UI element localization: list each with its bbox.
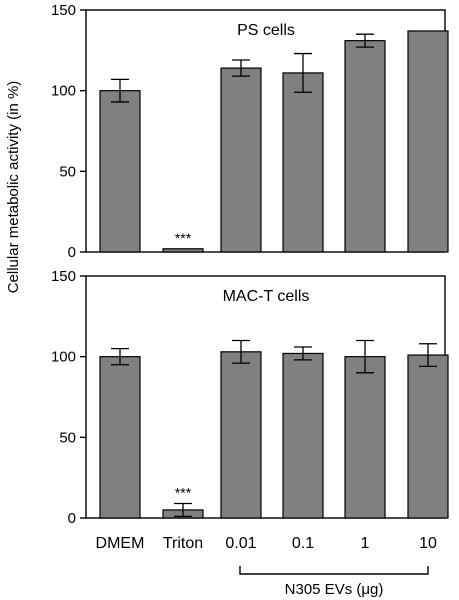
y-tick-label: 0 <box>68 510 76 527</box>
group-label: N305 EVs (μg) <box>285 581 384 598</box>
error-bar <box>294 52 312 93</box>
group-bracket: N305 EVs (μg) <box>239 566 429 598</box>
bar <box>344 40 386 253</box>
y-tick-label: 50 <box>59 429 76 446</box>
y-tick-label: 50 <box>59 163 76 180</box>
x-tick-label: 0.1 <box>292 535 314 552</box>
error-bar <box>232 339 250 364</box>
bar <box>282 72 324 253</box>
chart-title: PS cells <box>237 22 295 39</box>
error-bar <box>356 339 374 374</box>
x-tick-label: Triton <box>163 535 203 552</box>
x-tick-label: 10 <box>419 535 437 552</box>
panel-mac-t-cells: MAC-T cells 0 50 100 150 DMEM *** Triton 0.01 0.1… <box>51 268 449 552</box>
error-bar <box>232 59 250 77</box>
chart-title: MAC-T cells <box>223 288 310 305</box>
bar <box>99 90 141 253</box>
bar <box>282 352 324 519</box>
x-tick-label: 0.01 <box>225 535 256 552</box>
error-bar <box>356 33 374 48</box>
error-bar <box>111 347 129 366</box>
y-tick-label: 150 <box>51 2 76 19</box>
error-bar <box>419 343 437 367</box>
significance-label: *** <box>175 484 192 500</box>
y-axis-label: Cellular metabolic activity (in %) <box>5 81 22 294</box>
bar <box>407 30 449 253</box>
y-tick-label: 100 <box>51 83 76 100</box>
bar <box>220 351 262 519</box>
bar <box>220 67 262 253</box>
x-tick-label: DMEM <box>96 535 145 552</box>
y-tick-label: 0 <box>68 244 76 261</box>
panel-ps-cells: PS cells 0 50 100 150 *** <box>51 2 449 261</box>
bar <box>344 356 386 519</box>
x-tick-label: 1 <box>361 535 370 552</box>
error-bar <box>174 502 192 518</box>
bar <box>99 356 141 519</box>
error-bar <box>294 346 312 361</box>
error-bar <box>111 78 129 103</box>
y-tick-label: 150 <box>51 268 76 285</box>
bar <box>162 248 204 253</box>
y-tick-label: 100 <box>51 349 76 366</box>
group-bracket-line <box>239 566 429 575</box>
bar <box>407 354 449 519</box>
significance-label: *** <box>175 230 192 246</box>
